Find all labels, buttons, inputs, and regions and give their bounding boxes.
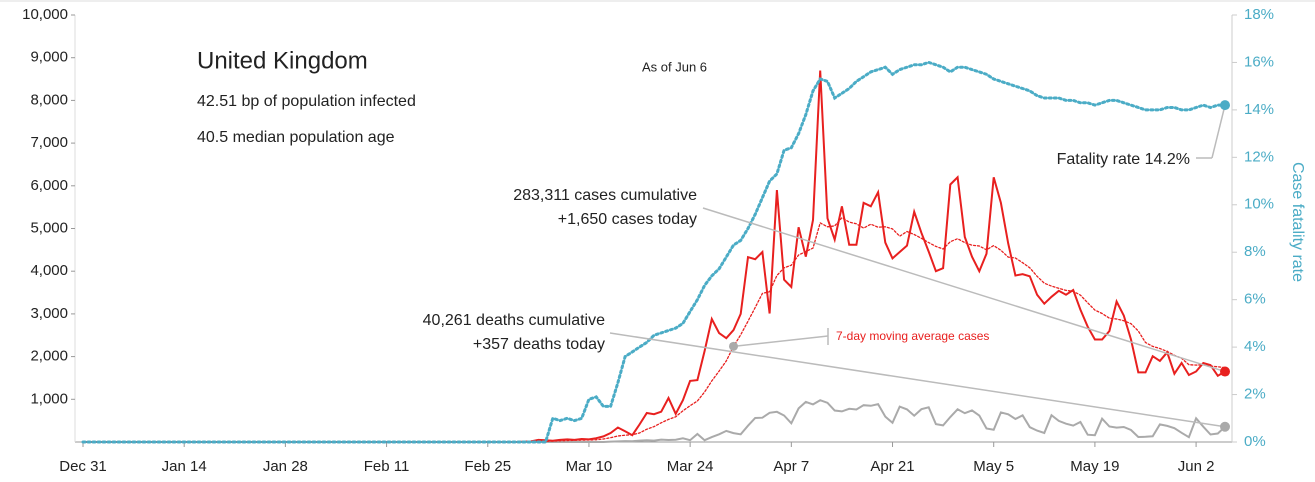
end-dot [1220,421,1230,432]
chart-title: United Kingdom [197,47,368,74]
x-tick-label: Jan 28 [263,458,308,475]
end-dot [1220,366,1230,377]
annotation: +1,650 cases today [558,211,697,228]
x-tick-label: May 19 [1070,458,1119,475]
x-tick-label: May 5 [973,458,1014,475]
connector [609,332,1226,428]
y2-tick-label: 0% [1244,433,1266,450]
y-tick-label: 3,000 [30,305,68,322]
y-tick-label: 7,000 [30,134,68,151]
x-tick-label: Mar 24 [667,458,714,475]
connector [733,335,829,348]
y2-axis-label: Case fatality rate [1289,162,1306,282]
annotation: 283,311 cases cumulative [513,187,697,204]
x-tick-label: Apr 7 [773,458,809,475]
y2-tick-label: 8% [1244,243,1266,260]
y-tick-label: 4,000 [30,262,68,279]
y-tick-label: 10,000 [22,6,68,23]
line-series [82,399,1226,444]
y2-tick-label: 18% [1244,6,1274,23]
end-dot [1220,100,1230,111]
x-tick-label: Jan 14 [162,458,207,475]
y2-tick-label: 4% [1244,338,1266,355]
y2-tick-label: 6% [1244,291,1266,308]
y-tick-label: 9,000 [30,49,68,66]
annotation: +357 deaths today [473,336,605,353]
y-tick-label: 6,000 [30,177,68,194]
end-dot [729,341,739,351]
x-tick-label: Mar 10 [566,458,613,475]
connector [702,207,1226,373]
subtitle: 42.51 bp of population infected [197,93,416,110]
y-tick-label: 1,000 [30,390,68,407]
y2-tick-label: 12% [1244,148,1274,165]
x-tick-label: Feb 11 [364,458,410,475]
subtitle: 40.5 median population age [197,129,395,146]
line-series [82,216,1226,443]
y-tick-label: 5,000 [30,219,68,236]
line-series [81,60,1227,444]
x-tick-label: Feb 25 [464,458,511,475]
note: As of Jun 6 [642,59,707,74]
annotation: 7-day moving average cases [836,329,989,343]
y-tick-label: 2,000 [30,348,68,365]
x-tick-label: Jun 2 [1178,458,1215,475]
connector [1211,104,1226,159]
x-tick-label: Apr 21 [870,458,914,475]
annotation: Fatality rate 14.2% [1057,151,1190,168]
y2-tick-label: 14% [1244,101,1274,118]
y2-tick-label: 16% [1244,53,1274,70]
x-tick-label: Dec 31 [59,458,107,475]
y2-tick-label: 2% [1244,386,1266,403]
y2-tick-label: 10% [1244,196,1274,213]
annotation: 40,261 deaths cumulative [423,312,605,329]
y-tick-label: 8,000 [30,91,68,108]
line-series [82,70,1226,443]
